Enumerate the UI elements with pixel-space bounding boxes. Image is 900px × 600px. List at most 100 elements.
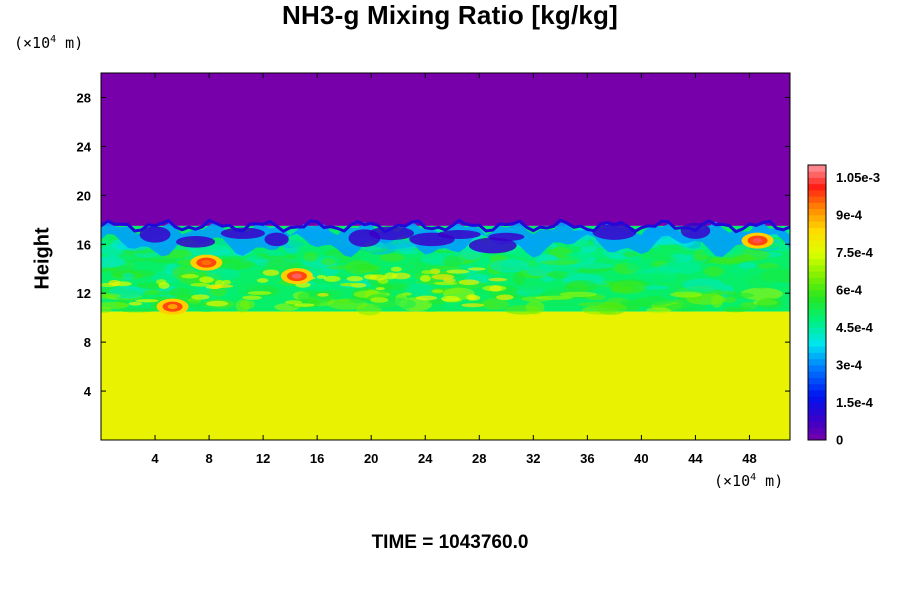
region-upper-layer: [101, 73, 790, 226]
mix-cell: [640, 270, 680, 283]
mix-streak: [294, 303, 315, 307]
mix-cell: [376, 281, 393, 294]
colorbar-frame: [807, 164, 827, 441]
colorbar-tick-label: 6e-4: [836, 283, 863, 298]
y-unit-exponent: 4: [50, 34, 57, 45]
mix-cell: [460, 249, 482, 261]
colorbar: 0 1.5e-4 3e-4 4.5e-4 6e-4 7.5e-4 9e-4 1.05e-3: [807, 164, 880, 448]
y-tick-label: 16: [77, 237, 91, 252]
eddy: [264, 232, 289, 247]
colorbar-band: [808, 208, 826, 216]
colorbar-band: [808, 340, 826, 347]
eddy: [139, 226, 171, 243]
mix-cell: [670, 291, 703, 298]
colorbar-band: [808, 271, 826, 278]
mix-cell: [427, 298, 445, 305]
eddy: [468, 237, 517, 254]
colorbar-band: [808, 408, 826, 416]
mix-streak: [415, 295, 438, 301]
mix-cell: [740, 287, 783, 301]
colorbar-band: [808, 333, 826, 341]
x-tick-label: 48: [742, 451, 756, 466]
mix-streak: [419, 275, 431, 282]
hotspot-core: [291, 273, 302, 279]
x-tick-label: 20: [364, 451, 378, 466]
mix-streak: [431, 289, 444, 294]
colorbar-band: [808, 177, 826, 185]
colorbar-band: [808, 321, 826, 328]
mix-streak: [458, 279, 480, 286]
mix-streak: [370, 297, 389, 303]
mix-streak: [384, 272, 398, 280]
mix-cell: [284, 254, 297, 261]
mix-cell: [620, 299, 652, 307]
mix-streak: [368, 274, 387, 281]
mix-cell: [565, 280, 598, 293]
mix-cell: [622, 251, 637, 258]
x-tick-label: 36: [580, 451, 594, 466]
mix-cell: [682, 278, 725, 292]
mix-streak: [256, 278, 269, 283]
colorbar-band: [808, 265, 826, 272]
mix-cell: [535, 295, 574, 300]
colorbar-tick-label: 9e-4: [836, 208, 863, 223]
eddy: [368, 226, 414, 241]
mix-streak: [284, 300, 303, 305]
colorbar-tick-label: 0: [836, 433, 843, 448]
y-axis-unit: (×104 m): [14, 34, 83, 52]
colorbar-band: [808, 296, 826, 303]
colorbar-band: [808, 227, 826, 235]
mix-cell: [610, 280, 646, 294]
mix-cell: [321, 258, 336, 266]
mix-cell: [267, 255, 287, 263]
mix-cell: [659, 256, 677, 262]
mix-cell: [122, 272, 135, 281]
eddy: [488, 232, 525, 242]
mix-cell: [725, 292, 754, 299]
colorbar-band: [808, 315, 826, 322]
mix-streak: [375, 287, 385, 291]
mix-cell: [539, 260, 578, 265]
x-tick-label: 12: [256, 451, 270, 466]
mix-cell: [101, 301, 129, 309]
colorbar-band: [808, 327, 826, 335]
mix-streak: [158, 282, 170, 289]
x-unit-exponent: 4: [750, 472, 757, 483]
mix-streak: [181, 274, 199, 279]
colorbar-band: [808, 240, 826, 247]
y-tick-label: 8: [84, 335, 91, 350]
chart-title: NH3-g Mixing Ratio [kg/kg]: [282, 0, 618, 30]
mix-streak: [421, 270, 434, 275]
mix-cell: [420, 252, 444, 266]
colorbar-band: [808, 427, 826, 435]
y-tick-label: 12: [77, 286, 91, 301]
mix-streak: [441, 295, 460, 302]
mix-cell: [404, 283, 434, 297]
mix-streak: [461, 303, 485, 308]
colorbar-band: [808, 383, 826, 391]
mix-streak: [214, 280, 225, 287]
mix-cell: [709, 257, 743, 265]
colorbar-band: [808, 215, 826, 222]
mix-streak: [496, 294, 514, 301]
x-tick-label: 32: [526, 451, 540, 466]
mix-streak: [111, 281, 132, 287]
heatmap-plot: [101, 73, 790, 440]
mix-streak: [488, 277, 508, 282]
mix-cell: [646, 307, 671, 314]
colorbar-band: [808, 233, 826, 241]
mix-streak: [390, 266, 402, 272]
x-tick-label: 28: [472, 451, 486, 466]
x-tick-label: 44: [688, 451, 703, 466]
mix-cell: [101, 293, 121, 299]
mix-streak: [339, 282, 359, 287]
colorbar-band: [808, 202, 826, 210]
eddy: [220, 227, 265, 239]
hotspot-core: [201, 260, 212, 266]
mix-cell: [595, 281, 608, 286]
mix-streak: [317, 292, 329, 297]
mix-cell: [703, 266, 724, 277]
x-tick-label: 4: [151, 451, 159, 466]
mix-cell: [482, 298, 509, 310]
x-tick-label: 40: [634, 451, 648, 466]
